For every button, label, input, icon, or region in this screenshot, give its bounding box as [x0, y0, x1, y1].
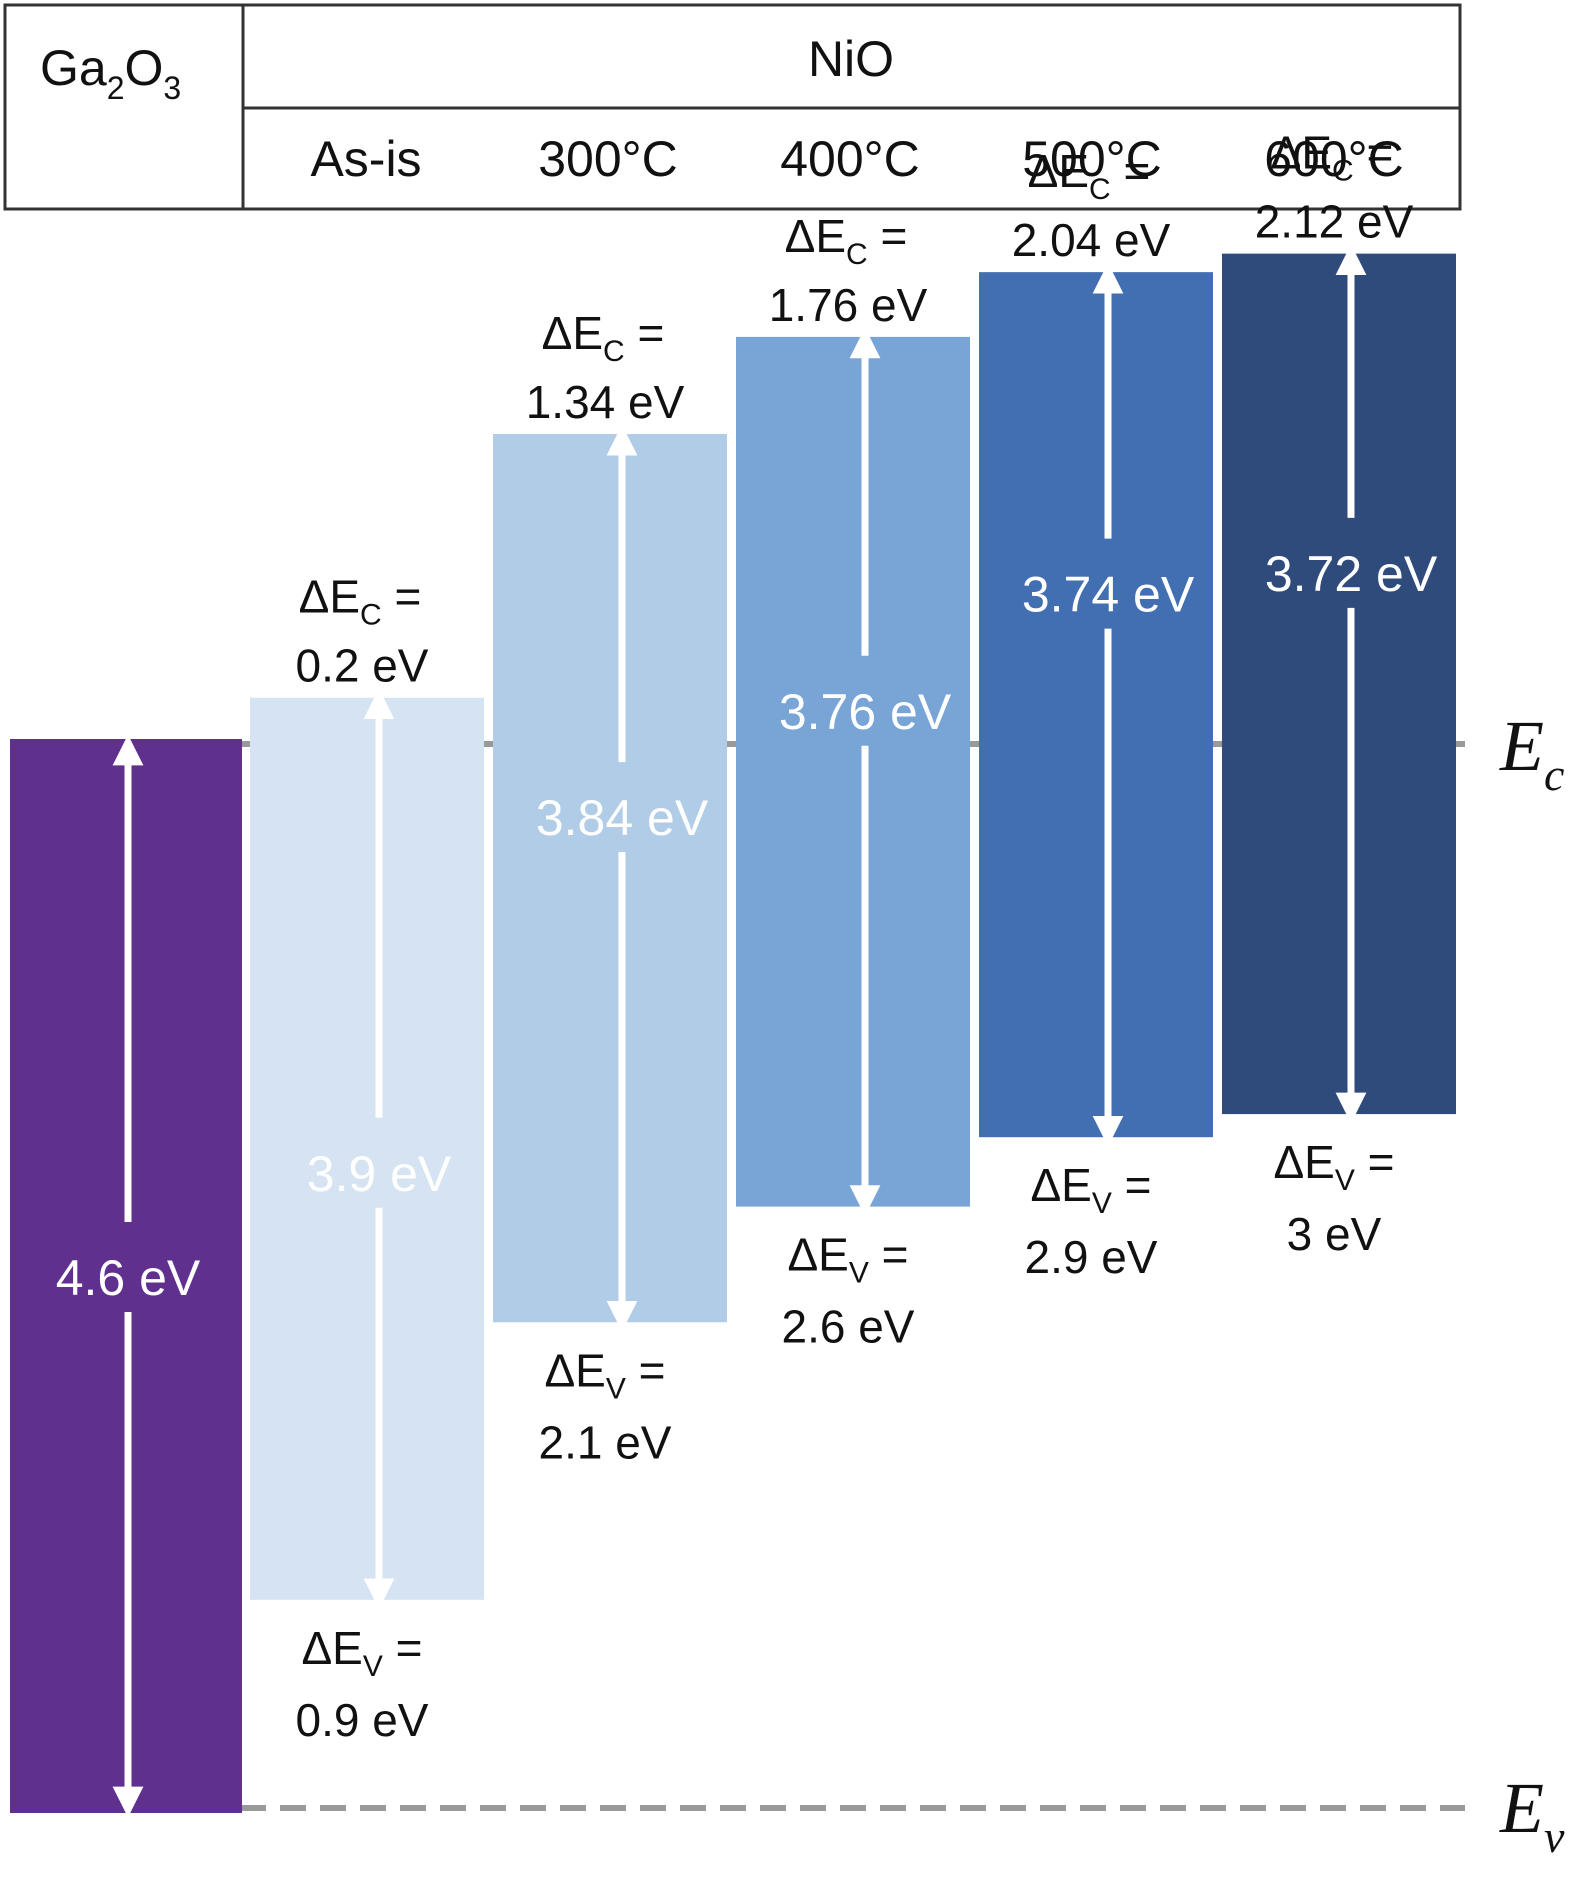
- delta-ec-value: 0.2 eV: [296, 640, 429, 692]
- nio-band-3: 3.76 eV ΔEC = 1.76 eV ΔEV = 2.6 eV: [736, 210, 970, 1353]
- condition-headers: As-is 300°C 400°C 500°C 600°C: [310, 131, 1403, 187]
- delta-ec-label: ΔEC =: [785, 210, 908, 271]
- delta-ev-value: 2.1 eV: [539, 1416, 672, 1468]
- nio-bar: [493, 434, 727, 1323]
- nio-band-4: 3.74 eV ΔEC = 2.04 eV ΔEV = 2.9 eV: [979, 145, 1213, 1283]
- delta-ev-label: ΔEV =: [787, 1229, 908, 1290]
- bandgap-label: 3.72 eV: [1265, 546, 1438, 602]
- nio-band-2: 3.84 eV ΔEC = 1.34 eV ΔEV = 2.1 eV: [493, 307, 727, 1468]
- bandgap-label: 4.6 eV: [56, 1250, 201, 1306]
- nio-bar: [979, 272, 1213, 1138]
- delta-ec-value: 2.12 eV: [1255, 196, 1414, 248]
- delta-ev-value: 2.9 eV: [1025, 1231, 1158, 1283]
- nio-band-1: 3.9 eV ΔEC = 0.2 eV ΔEV = 0.9 eV: [250, 571, 484, 1746]
- nio-bar: [736, 336, 970, 1207]
- condition-header: As-is: [310, 131, 421, 187]
- delta-ec-label: ΔEC =: [1271, 127, 1394, 188]
- delta-ec-label: ΔEC =: [1028, 145, 1151, 206]
- bandgap-label: 3.76 eV: [779, 684, 952, 740]
- ec-label: Ec: [1499, 706, 1564, 800]
- header-table: Ga2O3 NiO As-is 300°C 400°C 500°C 600°C: [3, 3, 1462, 211]
- delta-ec-label: ΔEC =: [542, 307, 665, 368]
- delta-ev-label: ΔEV =: [544, 1344, 665, 1405]
- ga2o3-band: 4.6 eV: [10, 734, 242, 1818]
- nio-bar: [1222, 253, 1456, 1115]
- band-bars: 4.6 eV 3.9 eV ΔEC = 0.2 eV ΔEV = 0.9 eV 3.84 e…: [10, 127, 1456, 1818]
- condition-header: 600°C: [1264, 131, 1404, 187]
- delta-ec-value: 1.76 eV: [769, 279, 928, 331]
- bandgap-label: 3.74 eV: [1022, 567, 1195, 623]
- bandgap-label: 3.84 eV: [536, 790, 709, 846]
- delta-ev-value: 3 eV: [1287, 1208, 1382, 1260]
- delta-ec-label: ΔEC =: [299, 571, 422, 632]
- delta-ec-value: 2.04 eV: [1012, 214, 1171, 266]
- nio-header: NiO: [808, 31, 894, 87]
- nio-band-5: 3.72 eV ΔEC = 2.12 eV ΔEV = 3 eV: [1222, 127, 1456, 1260]
- delta-ec-value: 1.34 eV: [526, 376, 685, 428]
- ev-label: Ev: [1499, 1768, 1565, 1862]
- nio-bar: [250, 697, 484, 1600]
- condition-header: 500°C: [1022, 131, 1162, 187]
- substrate-header: Ga2O3: [40, 40, 181, 106]
- delta-ev-label: ΔEV =: [1273, 1136, 1394, 1197]
- delta-ev-label: ΔEV =: [1030, 1159, 1151, 1220]
- condition-header: 400°C: [780, 131, 920, 187]
- condition-header: 300°C: [538, 131, 678, 187]
- delta-ev-value: 2.6 eV: [782, 1301, 915, 1353]
- delta-ev-value: 0.9 eV: [296, 1694, 429, 1746]
- bandgap-label: 3.9 eV: [307, 1146, 452, 1202]
- delta-ev-label: ΔEV =: [301, 1622, 422, 1683]
